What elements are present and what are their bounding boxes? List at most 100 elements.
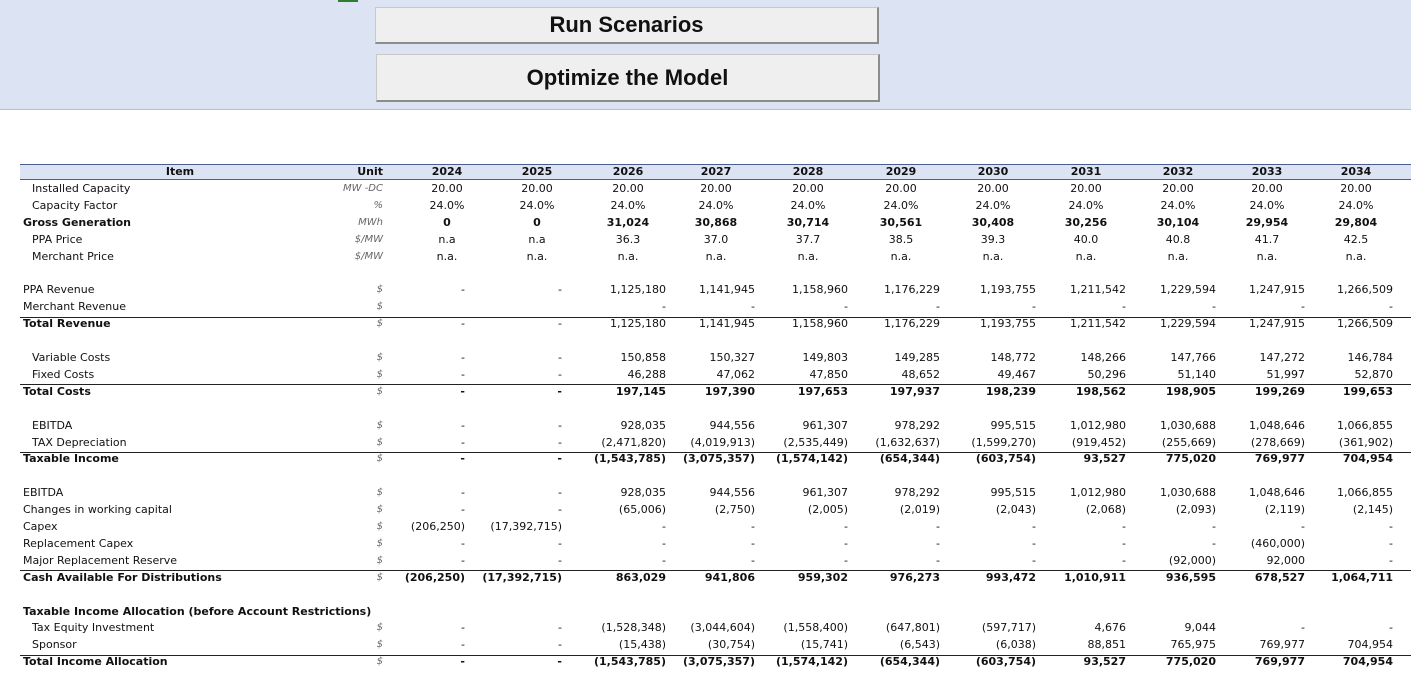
table-cell[interactable]: 47,062 xyxy=(716,367,756,381)
table-cell[interactable]: - xyxy=(461,536,465,550)
table-cell[interactable]: - xyxy=(1122,536,1126,550)
table-cell[interactable]: - xyxy=(1301,300,1305,314)
table-cell[interactable]: - xyxy=(936,536,940,550)
table-cell[interactable]: (3,075,357) xyxy=(683,452,755,466)
table-cell[interactable]: - xyxy=(460,655,465,669)
table-cell[interactable]: (1,558,400) xyxy=(783,621,848,635)
table-cell[interactable]: 993,472 xyxy=(985,570,1036,584)
table-cell[interactable]: (3,044,604) xyxy=(690,621,755,635)
table-cell[interactable]: 92,000 xyxy=(1266,553,1306,567)
table-cell[interactable]: - xyxy=(461,503,465,517)
table-cell[interactable]: (2,145) xyxy=(1352,503,1393,517)
table-cell[interactable]: 20.00 xyxy=(792,182,824,195)
table-cell[interactable]: (2,005) xyxy=(807,503,848,517)
table-cell[interactable]: 199,269 xyxy=(1254,384,1305,398)
table-cell[interactable]: (2,093) xyxy=(1175,503,1216,517)
table-cell[interactable]: 1,048,646 xyxy=(1249,418,1305,432)
table-cell[interactable]: 928,035 xyxy=(620,486,667,500)
table-cell[interactable]: 0 xyxy=(443,215,451,229)
table-cell[interactable]: 52,870 xyxy=(1354,367,1394,381)
table-cell[interactable]: 199,653 xyxy=(1342,384,1393,398)
table-cell[interactable]: 49,467 xyxy=(997,367,1037,381)
table-cell[interactable]: (2,068) xyxy=(1085,503,1126,517)
table-cell[interactable]: 40.8 xyxy=(1165,232,1191,246)
table-cell[interactable]: (17,392,715) xyxy=(490,520,562,533)
table-cell[interactable]: - xyxy=(460,384,465,398)
table-cell[interactable]: (255,669) xyxy=(1161,435,1216,449)
table-cell[interactable]: - xyxy=(662,300,666,314)
table-cell[interactable]: - xyxy=(662,536,666,550)
table-cell[interactable]: 704,954 xyxy=(1342,452,1393,466)
table-cell[interactable]: - xyxy=(461,553,465,567)
table-cell[interactable]: 1,211,542 xyxy=(1070,283,1126,297)
table-cell[interactable]: 978,292 xyxy=(894,418,941,432)
table-cell[interactable]: 24.0% xyxy=(790,198,826,212)
table-cell[interactable]: 1,158,960 xyxy=(792,317,848,331)
table-cell[interactable]: 775,020 xyxy=(1165,655,1216,669)
table-cell[interactable]: 51,140 xyxy=(1177,367,1217,381)
table-cell[interactable]: 30,868 xyxy=(694,215,738,229)
table-cell[interactable]: 20.00 xyxy=(885,182,917,195)
table-cell[interactable]: (15,438) xyxy=(618,638,666,652)
table-cell[interactable]: - xyxy=(1212,300,1216,314)
table-cell[interactable]: 149,803 xyxy=(802,351,849,364)
table-cell[interactable]: (17,392,715) xyxy=(482,570,562,584)
table-cell[interactable]: 24.0% xyxy=(975,198,1011,212)
table-cell[interactable]: 1,266,509 xyxy=(1337,283,1393,297)
table-cell[interactable]: n.a. xyxy=(526,249,548,263)
table-cell[interactable]: n.a. xyxy=(797,249,819,263)
table-cell[interactable]: (1,528,348) xyxy=(601,621,666,635)
table-cell[interactable]: 37.0 xyxy=(703,232,729,246)
table-cell[interactable]: (3,075,357) xyxy=(683,655,755,669)
table-cell[interactable]: (1,574,142) xyxy=(776,452,848,466)
table-cell[interactable]: - xyxy=(557,384,562,398)
table-cell[interactable]: n.a. xyxy=(1075,249,1097,263)
table-cell[interactable]: 1,066,855 xyxy=(1337,418,1393,432)
table-cell[interactable]: (6,038) xyxy=(995,638,1036,652)
table-cell[interactable]: 20.00 xyxy=(1162,182,1194,195)
table-cell[interactable]: 1,012,980 xyxy=(1070,486,1126,500)
table-cell[interactable]: (1,599,270) xyxy=(971,435,1036,449)
table-cell[interactable]: (1,632,637) xyxy=(875,435,940,449)
table-cell[interactable]: n.a. xyxy=(1256,249,1278,263)
table-cell[interactable]: (206,250) xyxy=(410,520,465,533)
table-cell[interactable]: - xyxy=(1389,536,1393,550)
table-cell[interactable]: - xyxy=(558,317,562,331)
table-cell[interactable]: - xyxy=(461,351,465,364)
table-cell[interactable]: 20.00 xyxy=(431,182,463,195)
table-cell[interactable]: n.a. xyxy=(1167,249,1189,263)
table-cell[interactable]: 9,044 xyxy=(1184,621,1217,635)
table-cell[interactable]: 959,302 xyxy=(797,570,848,584)
table-cell[interactable]: 1,125,180 xyxy=(610,317,666,331)
table-cell[interactable]: - xyxy=(1122,553,1126,567)
table-cell[interactable]: 1,229,594 xyxy=(1160,317,1216,331)
table-cell[interactable]: 147,766 xyxy=(1170,351,1217,364)
table-cell[interactable]: - xyxy=(751,300,755,314)
table-cell[interactable]: 928,035 xyxy=(620,418,667,432)
table-cell[interactable]: 197,145 xyxy=(615,384,666,398)
table-cell[interactable]: n.a. xyxy=(982,249,1004,263)
table-cell[interactable]: 29,804 xyxy=(1334,215,1378,229)
table-cell[interactable]: n.a. xyxy=(705,249,727,263)
table-cell[interactable]: - xyxy=(558,486,562,500)
table-cell[interactable]: 20.00 xyxy=(521,182,553,195)
table-cell[interactable]: n.a xyxy=(438,232,456,246)
table-cell[interactable]: - xyxy=(558,553,562,567)
table-cell[interactable]: 50,296 xyxy=(1087,367,1127,381)
table-cell[interactable]: n.a xyxy=(528,232,546,246)
table-cell[interactable]: 197,390 xyxy=(704,384,755,398)
table-cell[interactable]: 1,176,229 xyxy=(884,317,940,331)
table-cell[interactable]: (603,754) xyxy=(975,655,1036,669)
table-cell[interactable]: - xyxy=(461,317,465,331)
table-cell[interactable]: 978,292 xyxy=(894,486,941,500)
table-cell[interactable]: 4,676 xyxy=(1094,621,1127,635)
table-cell[interactable]: 197,653 xyxy=(797,384,848,398)
table-cell[interactable]: - xyxy=(751,553,755,567)
table-cell[interactable]: 1,141,945 xyxy=(699,283,755,297)
optimize-model-button[interactable]: Optimize the Model xyxy=(376,54,880,102)
table-cell[interactable]: 31,024 xyxy=(606,215,650,229)
table-cell[interactable]: (654,344) xyxy=(879,655,940,669)
table-cell[interactable]: 147,272 xyxy=(1259,351,1306,364)
table-cell[interactable]: 1,158,960 xyxy=(792,283,848,297)
table-cell[interactable]: - xyxy=(1032,300,1036,314)
